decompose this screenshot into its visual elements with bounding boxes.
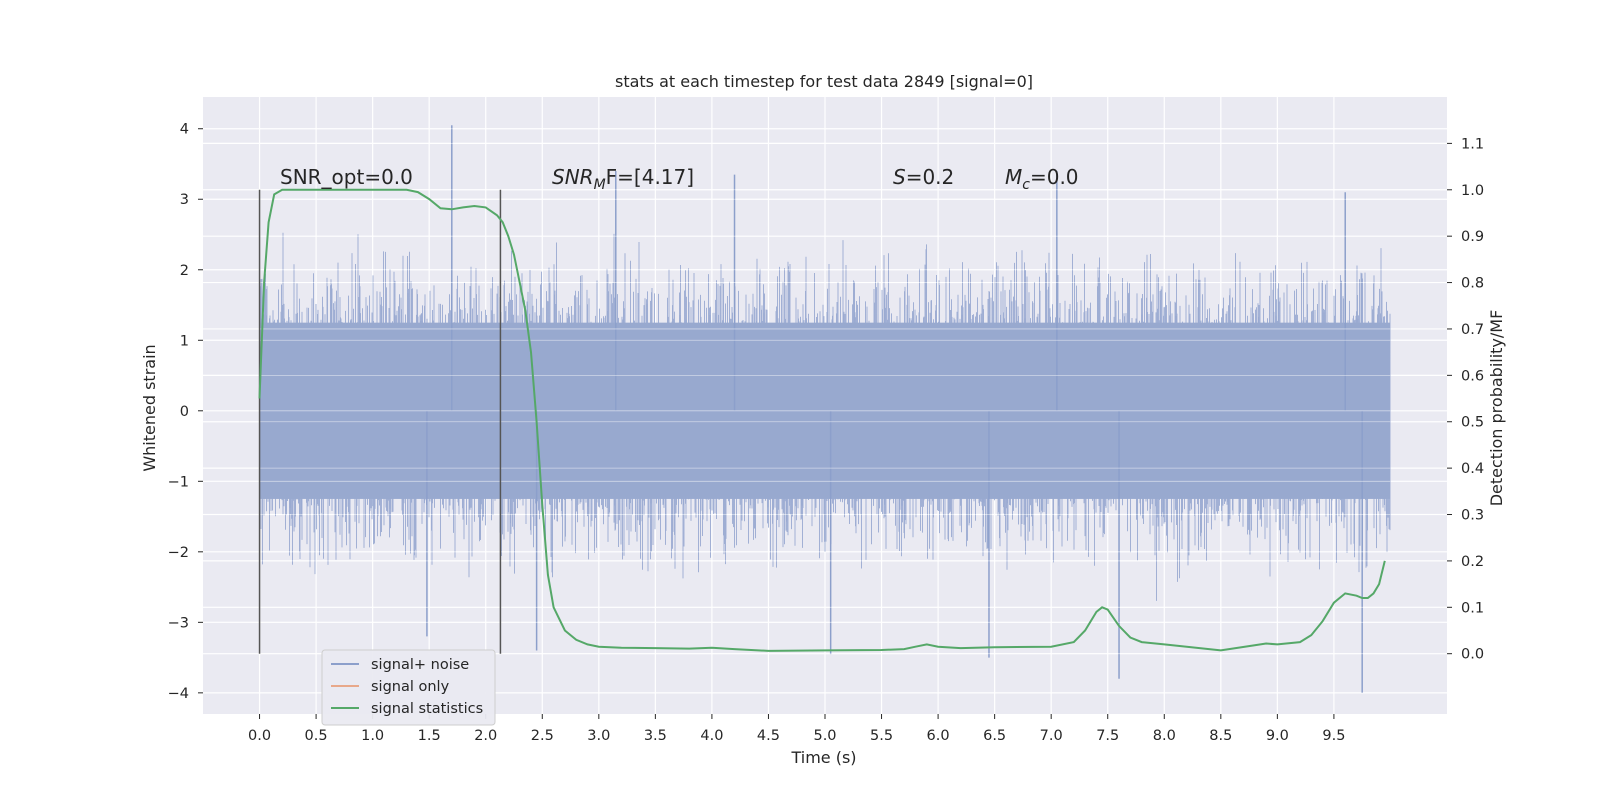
x-tick-label: 1.0 — [361, 728, 384, 744]
y-axis-left-ticks: 4 3 2 1 0 −1 −2 −3 −4 — [168, 122, 203, 702]
x-tick-label: 8.0 — [1153, 728, 1176, 744]
annotation-snr-mf: SNRMF=[4.17] — [552, 165, 694, 193]
y-right-tick-label: 0.5 — [1461, 415, 1484, 431]
x-tick-label: 3.5 — [644, 728, 667, 744]
y-right-tick-label: 0.3 — [1461, 508, 1484, 524]
annotation-snr-mf-sub: M — [594, 177, 606, 193]
x-tick-label: 8.5 — [1209, 728, 1232, 744]
y-right-tick-label: 0.9 — [1461, 229, 1484, 245]
y-right-tick-label: 0.2 — [1461, 554, 1484, 570]
y-right-tick-label: 0.7 — [1461, 322, 1484, 338]
x-tick-label: 2.5 — [531, 728, 554, 744]
y-left-tick-label: −4 — [168, 686, 189, 702]
vertical-markers — [258, 189, 502, 654]
annotation-snr-mf-main: SNR — [552, 165, 594, 189]
y-left-tick-label: −2 — [168, 545, 189, 561]
legend-box — [321, 649, 496, 726]
x-tick-label: 5.5 — [870, 728, 893, 744]
x-tick-label: 5.0 — [813, 728, 836, 744]
y-right-tick-label: 0.4 — [1461, 461, 1484, 477]
signal-statistics-series — [258, 188, 1386, 652]
y-right-tick-label: 0.8 — [1461, 276, 1484, 292]
y-axis-right-label: Detection probability/MF — [1487, 310, 1506, 507]
legend-label-signal-noise: signal+ noise — [371, 657, 469, 673]
y-right-tick-label: 0.0 — [1461, 647, 1484, 663]
legend-label-signal-only: signal only — [371, 679, 450, 695]
statistics-line — [258, 188, 1386, 652]
y-left-tick-label: 1 — [180, 333, 189, 349]
signal-noise-series — [259, 125, 1391, 694]
x-tick-label: 0.0 — [248, 728, 271, 744]
x-tick-label: 2.0 — [474, 728, 497, 744]
annotation-mc-value: =0.0 — [1030, 165, 1079, 189]
annotation-snr-opt: SNR_opt=0.0 — [280, 165, 413, 189]
x-axis-ticks: 0.0 0.5 1.0 1.5 2.0 2.5 3.0 3.5 4.0 4.5 5.0 5.5 6.0 6… — [248, 714, 1345, 744]
x-tick-label: 9.5 — [1322, 728, 1345, 744]
y-right-tick-label: 0.6 — [1461, 368, 1484, 384]
y-left-tick-label: 2 — [180, 263, 189, 279]
chart-title: stats at each timestep for test data 284… — [615, 72, 1033, 91]
y-right-tick-label: 1.0 — [1461, 183, 1484, 199]
y-left-tick-label: 4 — [180, 122, 189, 138]
y-axis-right-ticks: 1.1 1.0 0.9 0.8 0.7 0.6 0.5 0.4 0.3 0.2 0.1 0.0 — [1447, 136, 1484, 663]
y-axis-left-label: Whitened strain — [140, 344, 159, 471]
x-tick-label: 6.5 — [983, 728, 1006, 744]
x-tick-label: 4.0 — [700, 728, 723, 744]
x-tick-label: 9.0 — [1266, 728, 1289, 744]
x-tick-label: 7.0 — [1040, 728, 1063, 744]
x-tick-label: 1.5 — [418, 728, 441, 744]
annotation-mc: Mc=0.0 — [1005, 165, 1079, 193]
annotation-s-label: S — [893, 165, 906, 189]
x-tick-label: 6.0 — [927, 728, 950, 744]
annotation-s: S=0.2 — [893, 165, 954, 189]
legend-label-signal-statistics: signal statistics — [371, 701, 483, 717]
y-left-tick-label: 3 — [180, 192, 189, 208]
x-tick-label: 0.5 — [305, 728, 328, 744]
y-left-tick-label: −3 — [168, 615, 189, 631]
x-tick-label: 3.0 — [587, 728, 610, 744]
annotation-snr-mf-tail: F=[4.17] — [606, 165, 694, 189]
annotation-s-value: =0.2 — [906, 165, 955, 189]
annotation-mc-sub: c — [1022, 177, 1030, 193]
y-right-tick-label: 0.1 — [1461, 600, 1484, 616]
x-axis-label: Time (s) — [790, 748, 856, 767]
x-tick-label: 4.5 — [757, 728, 780, 744]
y-left-tick-label: −1 — [168, 474, 189, 490]
x-tick-label: 7.5 — [1096, 728, 1119, 744]
y-right-tick-label: 1.1 — [1461, 136, 1484, 152]
legend: signal+ noise signal only signal statist… — [321, 649, 496, 726]
annotation-mc-main: M — [1005, 165, 1022, 189]
y-left-tick-label: 0 — [180, 404, 189, 420]
